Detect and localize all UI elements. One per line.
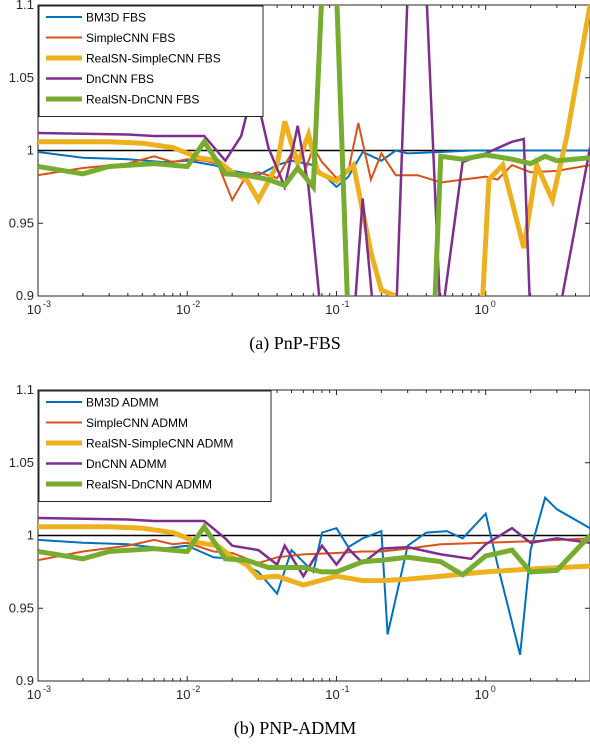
chart-a-ytick-label: 1.05 (9, 70, 34, 85)
chart-a-ytick-label: 1.1 (16, 0, 34, 12)
chart-a-ytick-label: 0.9 (16, 288, 34, 303)
chart-a-series-line-4 (38, 5, 590, 296)
chart-b-series-line-3 (38, 516, 590, 579)
chart-a-legend-label: BM3D FBS (86, 11, 146, 25)
chart-b-ytick-label: 0.9 (16, 673, 34, 688)
chart-b-xtick-label: 10 (474, 687, 488, 702)
chart-b-xtick-exponent: 0 (491, 684, 496, 694)
chart-a-series-line-1 (38, 122, 590, 203)
chart-a-legend-label: DnCNN FBS (86, 72, 154, 86)
chart-a-legend-label: RealSN-DnCNN FBS (86, 93, 199, 107)
chart-a-ytick-label: 0.95 (9, 215, 34, 230)
chart-a-xtick-exponent: -3 (43, 299, 51, 309)
chart-b-ytick-label: 1 (27, 528, 34, 543)
chart-b-ytick-label: 1.1 (16, 382, 34, 397)
chart-b-series-line-1 (38, 537, 590, 565)
chart-b-caption: (b) PNP-ADMM (233, 718, 357, 738)
chart-b-xtick-exponent: -1 (341, 684, 349, 694)
chart-b-series-line-2 (38, 524, 590, 588)
chart-a-xtick-exponent: -2 (192, 299, 200, 309)
chart-a-ytick-label: 1 (27, 143, 34, 158)
chart-a-xtick-label: 10 (27, 302, 41, 317)
chart-a-xtick-label: 10 (474, 302, 488, 317)
chart-b-legend: BM3D ADMM SimpleCNN ADMM RealSN-SimpleCNN … (38, 390, 272, 502)
chart-a-legend-label: SimpleCNN FBS (86, 31, 175, 45)
chart-a-xtick-label: 10 (176, 302, 190, 317)
chart-a-series-group (38, 5, 590, 296)
chart-b-xtick-label: 10 (176, 687, 190, 702)
chart-b-ytick-label: 0.95 (9, 600, 34, 615)
chart-a-xtick-exponent: 0 (491, 299, 496, 309)
chart-b-xtick-label: 10 (325, 687, 339, 702)
chart-b-legend-label: SimpleCNN ADMM (86, 416, 188, 430)
chart-b-legend-label: RealSN-DnCNN ADMM (86, 478, 212, 492)
chart-a-series-line-3 (38, 5, 590, 296)
chart-b-legend-label: DnCNN ADMM (86, 457, 167, 471)
chart-a-caption: (a) PnP-FBS (249, 333, 341, 353)
chart-b-legend-label: RealSN-SimpleCNN ADMM (86, 437, 233, 451)
chart-b-series-line-4 (38, 522, 590, 578)
chart-a-legend-label: RealSN-SimpleCNN FBS (86, 52, 221, 66)
chart-a-legend: BM3D FBS SimpleCNN FBS RealSN-SimpleCNN FB… (38, 5, 264, 117)
chart-b-xtick-exponent: -2 (192, 684, 200, 694)
chart-b-xtick-exponent: -3 (43, 684, 51, 694)
chart-b-series-line-0 (38, 495, 590, 656)
chart-a-xtick-exponent: -1 (341, 299, 349, 309)
chart-a-xtick-label: 10 (325, 302, 339, 317)
chart-b-legend-label: BM3D ADMM (86, 396, 159, 410)
chart-b-series-group (38, 495, 590, 656)
chart-b-ytick-label: 1.05 (9, 455, 34, 470)
chart-b-xtick-label: 10 (27, 687, 41, 702)
